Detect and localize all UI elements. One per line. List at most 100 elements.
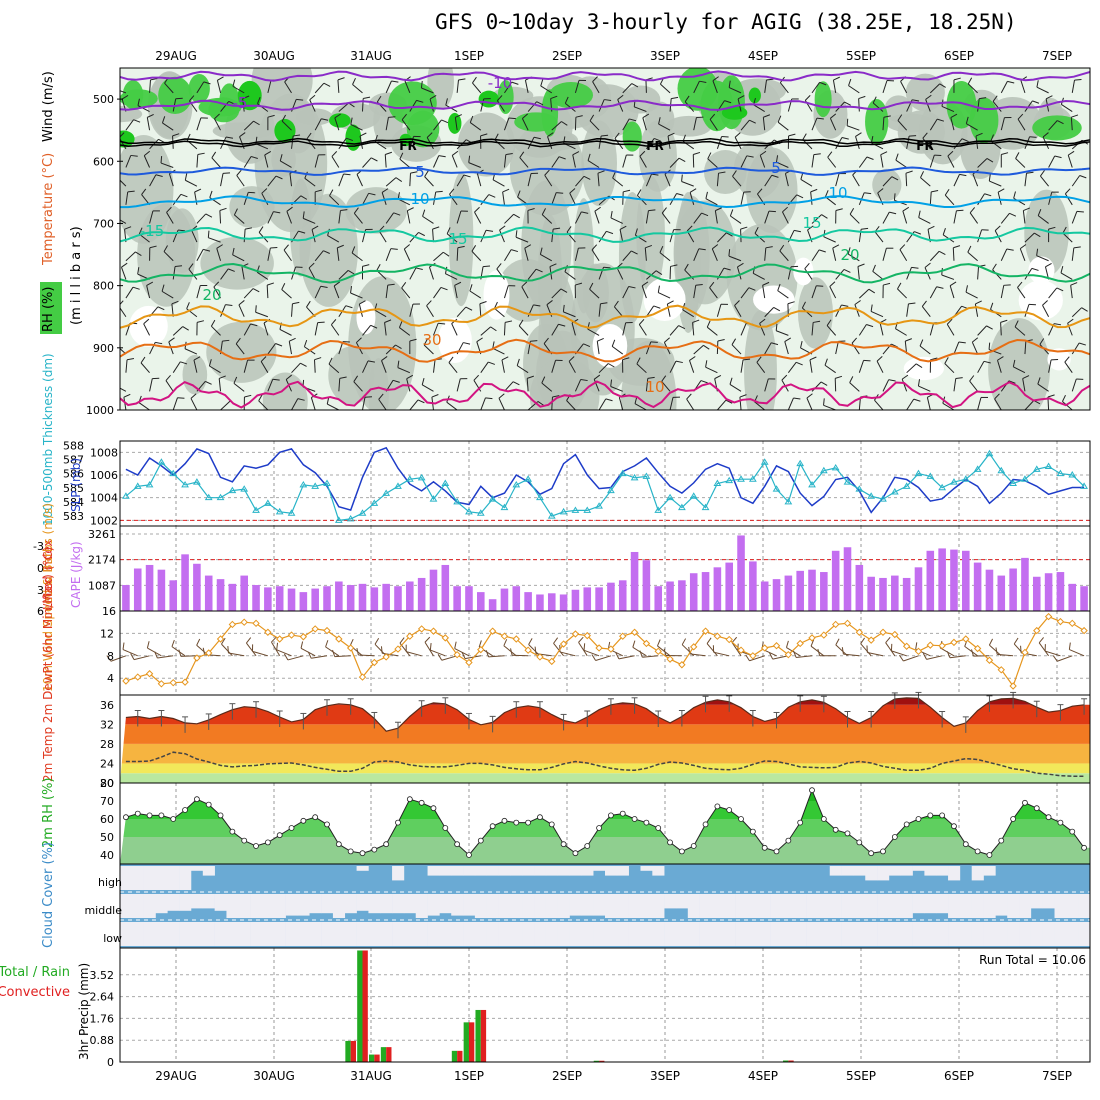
wind-barb bbox=[967, 77, 973, 85]
surface-wind-barb bbox=[110, 655, 127, 662]
wind-barb bbox=[233, 382, 245, 392]
wind-barb bbox=[350, 124, 363, 131]
thickness-point bbox=[748, 475, 757, 482]
rh-dry-region bbox=[903, 356, 945, 381]
wind-speed-point bbox=[595, 644, 603, 652]
cape-bar bbox=[382, 583, 390, 611]
thickness-point bbox=[122, 492, 130, 499]
wind-barb bbox=[291, 303, 293, 317]
cloud-clear-cell bbox=[924, 866, 937, 876]
wind-barb bbox=[728, 80, 731, 88]
thickness-point bbox=[855, 485, 864, 492]
wind-barb bbox=[658, 292, 671, 299]
wind-barb bbox=[988, 349, 1002, 355]
wind-barb bbox=[806, 393, 813, 399]
wind-barb bbox=[378, 230, 387, 243]
wind-barb bbox=[150, 78, 158, 81]
wind-barb bbox=[1006, 248, 1014, 251]
temp-band bbox=[120, 763, 1090, 774]
wind-barb bbox=[216, 244, 223, 249]
thickness-tick-label: 587 bbox=[63, 453, 84, 466]
rh-tick-label: 70 bbox=[100, 795, 114, 808]
wind-barb bbox=[718, 171, 726, 174]
wind-barb bbox=[847, 247, 851, 255]
wind-barb bbox=[777, 115, 782, 123]
wind-barb bbox=[132, 286, 140, 290]
thickness-point bbox=[819, 466, 828, 474]
surface-wind-barb bbox=[891, 650, 907, 657]
wind-barb bbox=[1042, 136, 1050, 150]
cloud-clear-cell bbox=[557, 894, 570, 918]
thickness-point bbox=[181, 480, 189, 488]
wind-barb bbox=[647, 376, 655, 379]
wind-barb bbox=[784, 341, 789, 355]
cloud-clear-cell bbox=[179, 894, 192, 911]
rh-point bbox=[253, 843, 259, 849]
wind-barb bbox=[157, 306, 165, 311]
cloud-clear-cell bbox=[1019, 922, 1032, 946]
wind-barb bbox=[385, 285, 389, 299]
wind-barb bbox=[291, 398, 299, 410]
wind-barb bbox=[232, 79, 236, 87]
wind-barb bbox=[811, 154, 815, 168]
wind-barb bbox=[811, 381, 822, 392]
surface-wind-barb bbox=[380, 646, 383, 654]
wind-barb bbox=[285, 374, 292, 380]
wind-barb bbox=[925, 99, 931, 112]
thickness-point bbox=[193, 478, 201, 485]
cloud-clear-cell bbox=[190, 894, 204, 909]
wind-barb bbox=[480, 230, 487, 243]
wind-barb bbox=[698, 248, 706, 251]
cape-bar bbox=[370, 587, 379, 611]
wind-barb bbox=[388, 116, 396, 118]
wind-barb bbox=[949, 285, 955, 299]
wind-barb bbox=[992, 95, 998, 102]
cloud-clear-cell bbox=[451, 894, 464, 916]
wind-barb bbox=[895, 328, 907, 336]
cloud-clear-cell bbox=[806, 922, 819, 946]
wind-barb bbox=[508, 117, 516, 120]
thickness-point bbox=[666, 493, 674, 501]
rh-tick-label: 80 bbox=[100, 777, 114, 790]
wind-barb bbox=[946, 318, 953, 325]
wind-speed-point bbox=[690, 643, 698, 651]
temp-tick-label: 28 bbox=[100, 738, 114, 751]
thickness-point bbox=[796, 459, 805, 467]
surface-wind-barb bbox=[503, 645, 517, 657]
wind-barb bbox=[1048, 120, 1058, 131]
wind-barb bbox=[395, 177, 403, 182]
wind-barb bbox=[593, 379, 600, 392]
wind-barb bbox=[619, 229, 624, 243]
cloud-clear-cell bbox=[817, 922, 831, 946]
wind-barb bbox=[575, 282, 583, 286]
cloud-clear-cell bbox=[616, 922, 629, 946]
wind-barb bbox=[1064, 356, 1070, 363]
wind-barb bbox=[707, 158, 718, 168]
wind-barb bbox=[800, 341, 803, 349]
wind-barb bbox=[1037, 383, 1049, 392]
rh-point bbox=[205, 801, 212, 808]
rh-point bbox=[927, 812, 934, 819]
wind-barb bbox=[216, 80, 222, 93]
wind-barb bbox=[1048, 359, 1052, 373]
cloud-clear-cell bbox=[723, 894, 736, 918]
wind-barb bbox=[824, 190, 829, 197]
wind-barb bbox=[541, 208, 546, 215]
cape-bar bbox=[997, 575, 1006, 611]
wind-barb bbox=[549, 263, 557, 268]
wind-barb bbox=[614, 306, 624, 318]
wind-barb bbox=[1054, 155, 1062, 159]
wind-barb bbox=[1071, 247, 1075, 261]
wind-barb bbox=[407, 207, 414, 212]
surface-wind-barb bbox=[535, 653, 552, 657]
rh-point bbox=[986, 852, 993, 858]
wind-barb bbox=[121, 94, 129, 100]
wind-barb bbox=[433, 155, 440, 168]
cloud-clear-cell bbox=[356, 922, 369, 946]
wind-barb bbox=[1015, 152, 1020, 159]
cloud-clear-cell bbox=[735, 922, 748, 946]
wind-speed-point bbox=[512, 635, 520, 643]
wind-barb bbox=[418, 232, 425, 237]
wind-barb bbox=[757, 188, 763, 195]
wind-barb bbox=[556, 192, 564, 194]
